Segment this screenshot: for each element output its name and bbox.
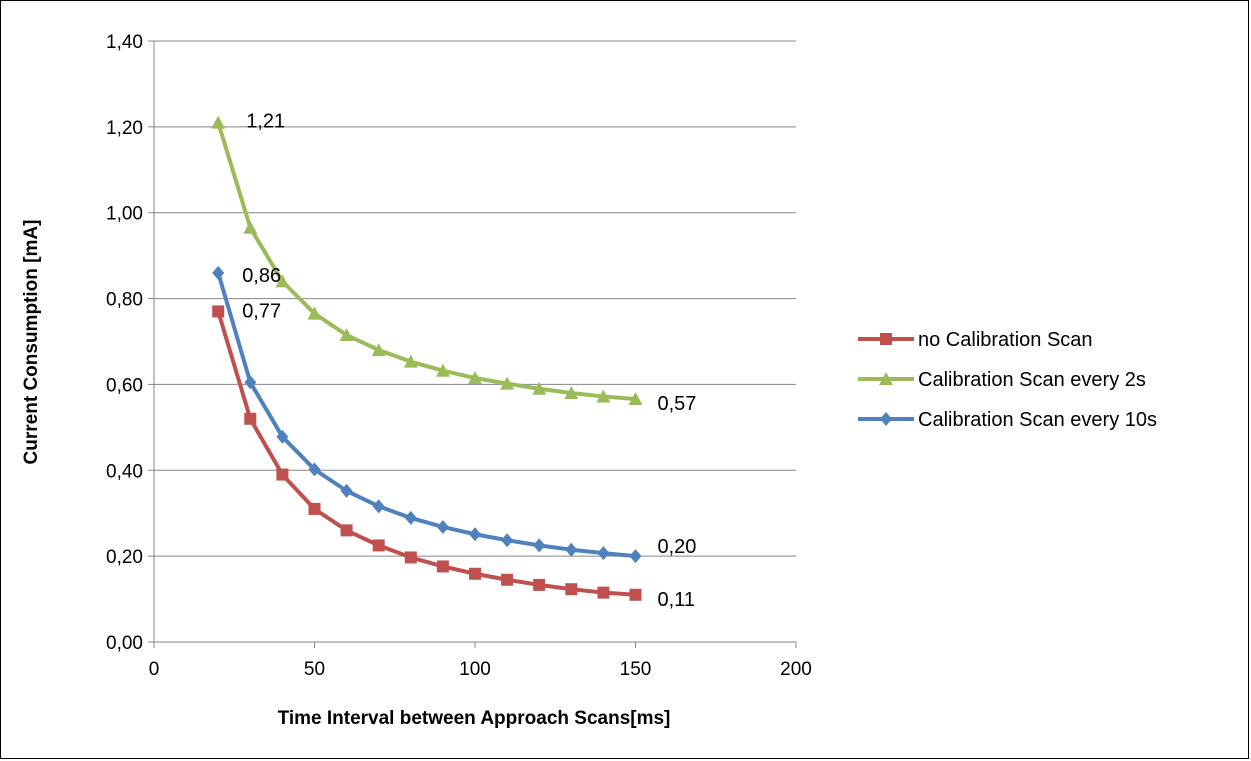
data-point: [403, 354, 418, 368]
legend-label: no Calibration Scan: [918, 329, 1093, 351]
series-calibration-scan-every-10s: [212, 265, 642, 564]
data-label: 0,11: [658, 589, 695, 611]
y-tick-label: 0,40: [106, 461, 143, 482]
data-point: [501, 533, 514, 548]
data-point: [339, 328, 354, 342]
series-line: [216, 121, 636, 402]
data-point: [596, 389, 611, 403]
data-point: [308, 502, 321, 515]
data-point: [501, 573, 514, 586]
data-point: [243, 220, 258, 234]
data-point: [307, 306, 322, 320]
x-tick-label: 0: [149, 659, 160, 680]
data-point: [533, 578, 546, 591]
data-point: [565, 542, 578, 557]
data-label: 0,86: [242, 265, 281, 287]
data-point: [340, 483, 353, 498]
y-tick-label: 1,40: [106, 32, 143, 53]
y-tick-label: 1,20: [106, 118, 143, 139]
data-point: [211, 115, 226, 129]
data-point: [629, 549, 642, 564]
legend-marker: [880, 333, 892, 345]
data-label: 0,57: [658, 393, 697, 415]
data-point: [469, 567, 481, 580]
data-point: [371, 343, 386, 357]
data-point: [275, 274, 290, 288]
data-point: [404, 510, 417, 525]
x-axis-title: Time Interval between Approach Scans[ms]: [278, 708, 671, 729]
data-point: [276, 429, 289, 444]
legend-label: Calibration Scan every 2s: [918, 369, 1146, 391]
legend-label: Calibration Scan every 10s: [918, 409, 1157, 431]
gridlines: [154, 40, 796, 557]
data-point: [564, 386, 579, 400]
data-point: [244, 375, 257, 390]
x-tick-label: 50: [304, 659, 325, 680]
data-point: [436, 560, 449, 573]
data-point: [435, 363, 450, 377]
x-tick-label: 100: [459, 659, 491, 680]
data-point: [404, 551, 417, 564]
y-tick-label: 0,00: [106, 633, 143, 654]
data-point: [533, 538, 546, 553]
data-label: 0,20: [658, 536, 697, 558]
data-point: [565, 583, 578, 596]
series-calibration-scan-every-2s: [211, 115, 643, 406]
legend-marker: [879, 372, 893, 385]
data-point: [469, 527, 481, 542]
legend-entry: Calibration Scan every 10s: [858, 409, 1157, 431]
legend-marker: [880, 412, 892, 426]
x-tick-label: 150: [620, 659, 652, 680]
data-point: [597, 546, 610, 561]
y-axis-title: Current Consumption [mA]: [21, 220, 42, 465]
data-point: [340, 524, 353, 537]
y-tick-label: 0,80: [106, 290, 143, 311]
data-point: [372, 539, 385, 552]
data-point: [532, 381, 547, 395]
data-labels: 0,77 0,11 1,21 0,57 0,86 0,20: [242, 111, 696, 611]
data-point: [212, 265, 225, 280]
series-no-calibration-scan: [212, 305, 642, 601]
data-label: 1,21: [246, 111, 285, 133]
axes: 0,00 0,20 0,40 0,60 0,80 1,00 1,20 1,40 0 50 100 15…: [106, 32, 812, 680]
legend: no Calibration Scan Calibration Scan ever…: [858, 329, 1157, 431]
y-tick-label: 1,00: [106, 204, 143, 225]
data-point: [500, 376, 515, 390]
y-tick-label: 0,20: [106, 547, 143, 568]
data-point: [468, 370, 482, 384]
series-layer: [211, 115, 643, 601]
data-point: [212, 305, 225, 318]
data-point: [244, 412, 257, 425]
data-point: [628, 392, 643, 406]
data-point: [436, 519, 449, 534]
legend-entry: no Calibration Scan: [858, 329, 1093, 351]
data-point: [372, 499, 385, 514]
y-tick-label: 0,60: [106, 375, 143, 396]
data-point: [308, 462, 321, 477]
legend-entry: Calibration Scan every 2s: [858, 369, 1146, 391]
data-label: 0,77: [242, 300, 281, 322]
data-point: [597, 586, 610, 599]
data-point: [629, 588, 642, 601]
data-point: [276, 468, 289, 481]
x-tick-label: 200: [780, 659, 812, 680]
